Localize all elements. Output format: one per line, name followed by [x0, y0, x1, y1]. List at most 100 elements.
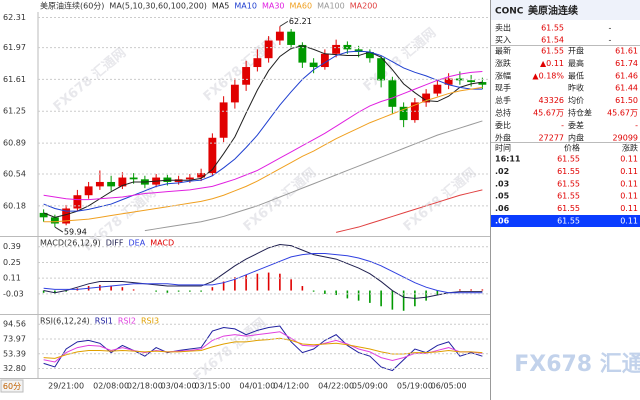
quote-label: 委比: [495, 120, 511, 130]
quote-value: 29099: [613, 133, 638, 142]
legend-entry[interactable]: MA5: [212, 2, 229, 11]
quote-value: 61.44: [615, 84, 638, 93]
x-tick-label: 03/15:00: [194, 382, 230, 391]
x-tick-label: 05/19:00: [397, 382, 433, 391]
quote-label: 开盘: [568, 46, 584, 56]
chart-title: RSI(6,12,24): [40, 317, 90, 326]
series-line: [43, 337, 483, 359]
y-tick-label: 73.97: [3, 334, 26, 343]
legend-entry[interactable]: MA200: [350, 2, 378, 11]
candle-body: [197, 173, 206, 178]
candle-body: [84, 186, 93, 196]
trades-cell: .06: [495, 204, 510, 213]
y-tick-label: 60.18: [3, 201, 26, 210]
legend-entry[interactable]: MACD: [150, 239, 174, 248]
quote-label: 总持: [495, 108, 511, 118]
candle-body: [62, 208, 71, 224]
histogram-bar: [189, 290, 191, 292]
quote-value: 61.55: [541, 24, 564, 33]
plot-area: [39, 26, 487, 233]
trades-cell: .02: [495, 167, 509, 176]
legend-entry[interactable]: MA60: [290, 2, 313, 11]
quote-label: 卖出: [495, 23, 511, 33]
candle-body: [253, 58, 262, 68]
selected-row[interactable]: [491, 215, 640, 227]
candle-body: [433, 84, 442, 94]
quote-label: 均价: [568, 95, 584, 105]
candle-body: [422, 93, 431, 103]
quote-value: 61.61: [615, 47, 638, 56]
candle-body: [118, 177, 127, 187]
legend-title: MA(5,10,30,60,100,200): [109, 2, 207, 11]
trades-cell: 0.11: [620, 217, 638, 226]
trades-cell: .05: [495, 192, 510, 201]
legend-entry[interactable]: MA30: [262, 2, 285, 11]
trades-cell: 0.11: [620, 167, 638, 176]
histogram-bar: [65, 290, 67, 292]
y-tick-label: 53.39: [3, 349, 26, 358]
candle-body: [309, 62, 318, 68]
chart-panel: 94.56 73.97 53.39 32.80 RSI(6,12,24) RSI1 RSI2…: [3, 317, 488, 373]
histogram-bar: [166, 290, 169, 293]
period-label[interactable]: 60分: [3, 382, 21, 391]
chart-title: MACD(26,12,9): [40, 239, 101, 248]
trades-cell: .06: [495, 217, 510, 226]
candle-body: [73, 195, 82, 209]
candle-body: [107, 181, 116, 187]
candle-body: [275, 31, 284, 41]
quote-label: 涨幅: [495, 70, 511, 80]
period-button[interactable]: [0, 379, 24, 393]
legend-entry[interactable]: DEA: [129, 239, 146, 248]
y-tick-label: 0.39: [3, 242, 21, 251]
y-tick-label: -0.03: [3, 289, 24, 298]
series-line: [43, 70, 483, 201]
trades-cell: 61.55: [557, 179, 580, 188]
candle-body: [50, 217, 59, 224]
quote-label: 总手: [495, 95, 511, 105]
candle-body: [365, 52, 374, 59]
trades-cell: 0.11: [620, 192, 638, 201]
annotation-label: 59.94: [64, 228, 87, 237]
x-tick-label: 04/01:00: [239, 382, 275, 391]
legend-entry[interactable]: MA10: [234, 2, 257, 11]
quote-label: 昨收: [568, 83, 584, 93]
series-line: [43, 331, 483, 363]
series-line: [336, 189, 483, 233]
histogram-bar: [256, 273, 259, 291]
candle-body: [219, 102, 228, 138]
y-tick-label: 0.11: [3, 274, 21, 283]
legend-entry[interactable]: MA100: [317, 2, 345, 11]
x-tick-label: 02/18:00: [127, 382, 163, 391]
legend-entry[interactable]: RSI2: [118, 317, 136, 326]
histogram-bar: [357, 290, 360, 301]
quote-label: 买入: [495, 36, 511, 45]
series-line: [43, 243, 483, 299]
trades-cell: .03: [495, 179, 509, 188]
y-tick-label: 60.54: [3, 170, 26, 179]
quote-value: 61.54: [541, 36, 564, 45]
x-tick-label: 29/21:00: [48, 382, 84, 391]
histogram-bar: [121, 287, 124, 291]
series-line: [43, 50, 483, 212]
histogram-bar: [222, 281, 225, 291]
quote-value: 27277: [539, 133, 564, 142]
histogram-bar: [369, 290, 371, 303]
legend-entry[interactable]: RSI3: [141, 317, 159, 326]
quote-panel: 卖出 61.55 - 买入 61.54 - 最新 61.55 开盘 61.61 涨跌 ▲0.11 最高 6…: [491, 23, 640, 227]
legend-entry[interactable]: RSI1: [95, 317, 113, 326]
quote-label: 最高: [568, 58, 584, 68]
candle-body: [129, 177, 138, 180]
candle-body: [230, 84, 239, 103]
quote-value: 61.46: [615, 71, 638, 80]
histogram-bar: [459, 289, 461, 291]
plot-area: [42, 243, 484, 311]
trades-cell: 61.55: [557, 167, 580, 176]
candle-body: [185, 177, 194, 180]
quote-label: 最新: [495, 46, 511, 56]
histogram-bar: [99, 284, 101, 291]
legend-entry[interactable]: DIFF: [106, 239, 124, 248]
histogram-bar: [234, 277, 236, 291]
candle-body: [242, 67, 251, 85]
y-tick-label: 60.89: [3, 139, 26, 148]
